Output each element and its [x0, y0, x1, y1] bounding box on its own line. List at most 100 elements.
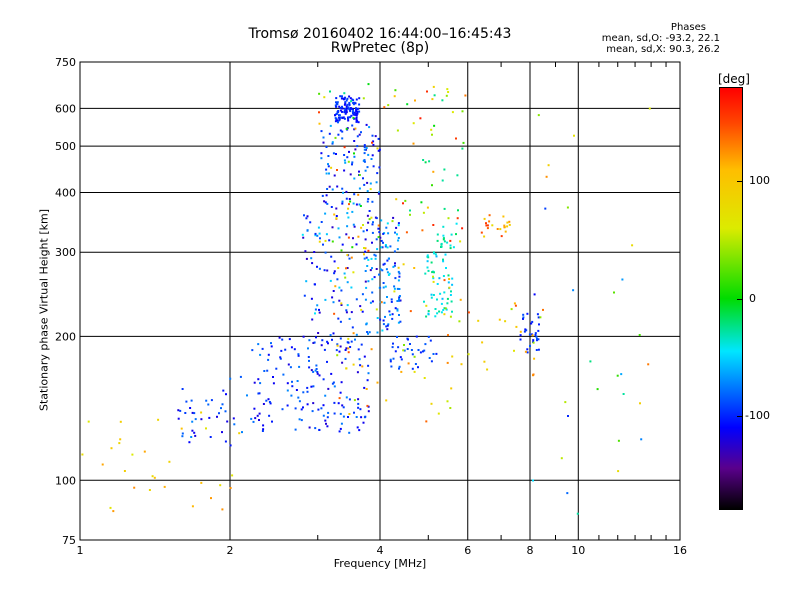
y-tick-label: 300	[55, 246, 76, 259]
data-point	[101, 463, 104, 466]
data-point	[398, 365, 401, 368]
data-point	[393, 290, 396, 293]
data-point	[411, 367, 414, 370]
data-point	[403, 349, 406, 352]
data-point	[371, 231, 374, 234]
data-point	[346, 103, 349, 106]
x-tick-label: 8	[527, 544, 534, 557]
data-point	[425, 304, 428, 307]
data-point	[340, 381, 343, 384]
data-point	[343, 98, 345, 101]
data-point	[526, 348, 529, 351]
data-point	[407, 362, 410, 365]
data-point	[363, 257, 366, 260]
data-point	[576, 512, 579, 515]
data-point	[449, 247, 452, 250]
data-point	[424, 343, 427, 346]
data-point	[322, 414, 325, 417]
data-point	[531, 334, 534, 337]
data-point	[367, 153, 370, 156]
data-point	[451, 355, 454, 358]
data-point	[374, 257, 377, 260]
data-point	[367, 364, 370, 367]
data-point	[331, 338, 333, 341]
data-point	[333, 260, 336, 263]
data-point	[313, 341, 316, 344]
data-point	[305, 280, 308, 283]
data-point	[426, 254, 429, 257]
data-point	[348, 398, 351, 401]
data-point	[393, 287, 396, 290]
data-point	[222, 389, 225, 392]
data-point	[330, 166, 333, 169]
data-point	[383, 262, 386, 265]
data-point	[452, 246, 455, 249]
y-tick-label: 600	[55, 102, 76, 115]
data-point	[335, 112, 338, 115]
data-point	[392, 342, 394, 345]
data-point	[119, 420, 122, 423]
data-point	[617, 439, 620, 442]
data-point	[376, 172, 379, 175]
data-point	[191, 505, 194, 508]
data-point	[529, 345, 531, 347]
data-point	[339, 345, 342, 348]
data-point	[375, 238, 378, 241]
data-point	[370, 216, 373, 219]
data-point	[371, 267, 373, 270]
data-point	[81, 453, 84, 456]
x-tick-label: 4	[377, 544, 384, 557]
data-point	[368, 331, 371, 334]
data-point	[389, 360, 392, 363]
data-point	[308, 426, 311, 429]
data-point	[398, 295, 401, 297]
data-point	[232, 417, 235, 420]
data-point	[252, 420, 255, 423]
data-point	[325, 146, 328, 148]
data-point	[398, 367, 400, 370]
data-point	[358, 187, 361, 190]
data-point	[365, 388, 368, 390]
y-tick-label: 400	[55, 186, 76, 199]
data-point	[352, 108, 354, 111]
data-point	[251, 349, 254, 352]
data-point	[428, 160, 431, 163]
data-point	[413, 355, 416, 358]
data-point	[333, 213, 336, 216]
data-point	[344, 276, 347, 279]
data-point	[425, 420, 428, 423]
data-point	[133, 486, 136, 489]
data-point	[219, 484, 222, 487]
data-point	[398, 296, 401, 299]
data-point	[414, 99, 416, 102]
data-point	[224, 440, 227, 443]
data-point	[257, 378, 260, 381]
data-point	[352, 223, 355, 226]
data-point	[346, 304, 349, 307]
data-point	[200, 411, 203, 414]
data-point	[397, 224, 400, 227]
data-point	[464, 94, 467, 97]
data-point	[393, 250, 396, 253]
data-point	[371, 223, 374, 226]
data-point	[422, 350, 424, 353]
data-point	[294, 407, 297, 410]
data-point	[303, 214, 305, 217]
data-point	[393, 95, 396, 98]
data-point	[370, 257, 373, 260]
data-point	[371, 200, 374, 203]
data-point	[335, 153, 337, 155]
data-point	[181, 435, 184, 438]
data-point	[443, 313, 446, 316]
data-point	[297, 353, 300, 356]
data-point	[461, 110, 464, 113]
data-point	[333, 174, 336, 177]
data-point	[335, 97, 338, 100]
data-point	[352, 103, 355, 106]
data-point	[168, 460, 171, 463]
data-point	[340, 116, 343, 119]
data-point	[326, 425, 329, 428]
data-point	[334, 285, 337, 288]
data-point	[327, 155, 330, 157]
